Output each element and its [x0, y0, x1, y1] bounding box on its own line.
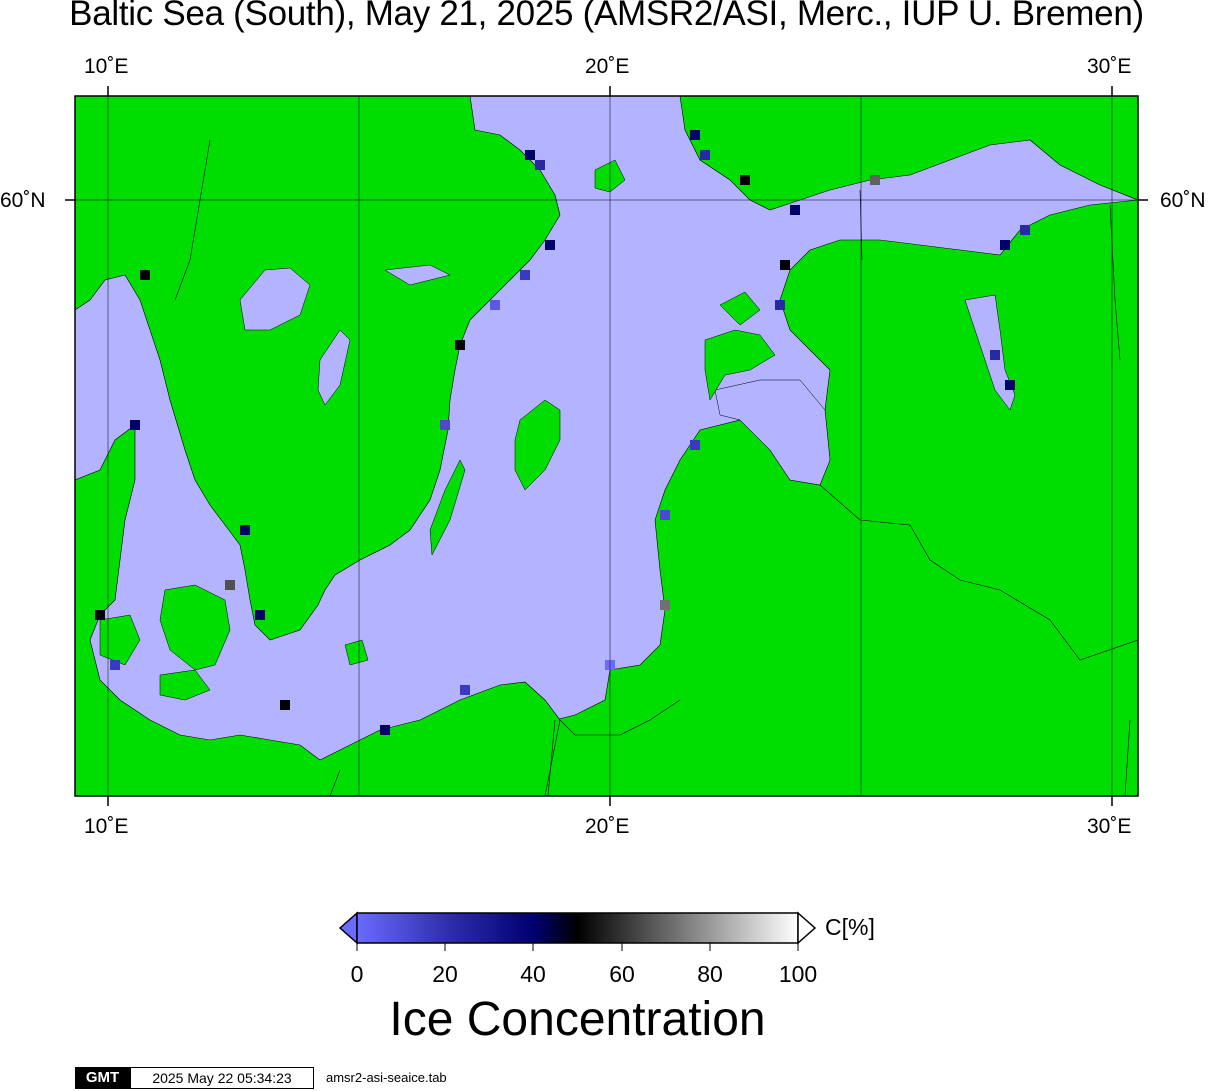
colorbar-unit: C[%]	[825, 914, 875, 940]
zealand-island	[159, 584, 231, 671]
lon-label-bottom-10: 10˚E	[84, 815, 129, 838]
funen-island	[99, 614, 141, 666]
lon-label-bottom-20: 20˚E	[585, 815, 630, 838]
gotland-island	[514, 399, 561, 491]
lolland-island	[159, 669, 211, 701]
saaremaa-island	[704, 329, 776, 401]
lon-label-top-20: 20˚E	[585, 55, 630, 78]
colorbar-tick-60: 60	[609, 961, 635, 987]
coastal-ice-pixels	[95, 130, 1030, 735]
scandinavia-land	[75, 96, 561, 641]
gmt-logo: GMT	[75, 1067, 130, 1089]
oland-island	[429, 459, 466, 556]
lon-label-top-10: 10˚E	[84, 55, 129, 78]
colorbar-tick-100: 100	[778, 961, 818, 987]
lon-label-bottom-30: 30˚E	[1087, 815, 1132, 838]
bornholm-island	[344, 639, 369, 666]
hiiumaa-island	[719, 291, 761, 326]
lat-label-right-60: 60˚N	[1160, 189, 1206, 212]
timestamp: 2025 May 22 05:34:23	[130, 1067, 314, 1089]
colorbar-tick-80: 80	[697, 961, 723, 987]
map-title: Baltic Sea (South), May 21, 2025 (AMSR2/…	[69, 0, 1144, 33]
finland-land	[679, 96, 1138, 211]
southern-land	[75, 424, 561, 796]
colorbar	[338, 911, 817, 951]
map-frame	[74, 95, 1139, 797]
colorbar-tick-0: 0	[350, 961, 364, 987]
lake-vanern	[239, 267, 311, 331]
graticule	[75, 96, 1138, 796]
lat-label-left-60: 60˚N	[0, 189, 46, 212]
colorbar-title: Ice Concentration	[389, 993, 766, 1046]
frame-ticks	[65, 86, 1148, 806]
source-file: amsr2-asi-seaice.tab	[326, 1070, 447, 1085]
lon-label-top-30: 30˚E	[1087, 55, 1132, 78]
colorbar-tick-20: 20	[432, 961, 458, 987]
colorbar-tick-40: 40	[520, 961, 546, 987]
map-body	[75, 96, 1138, 796]
lake-malaren	[384, 264, 451, 286]
lake-vattern	[317, 329, 351, 406]
